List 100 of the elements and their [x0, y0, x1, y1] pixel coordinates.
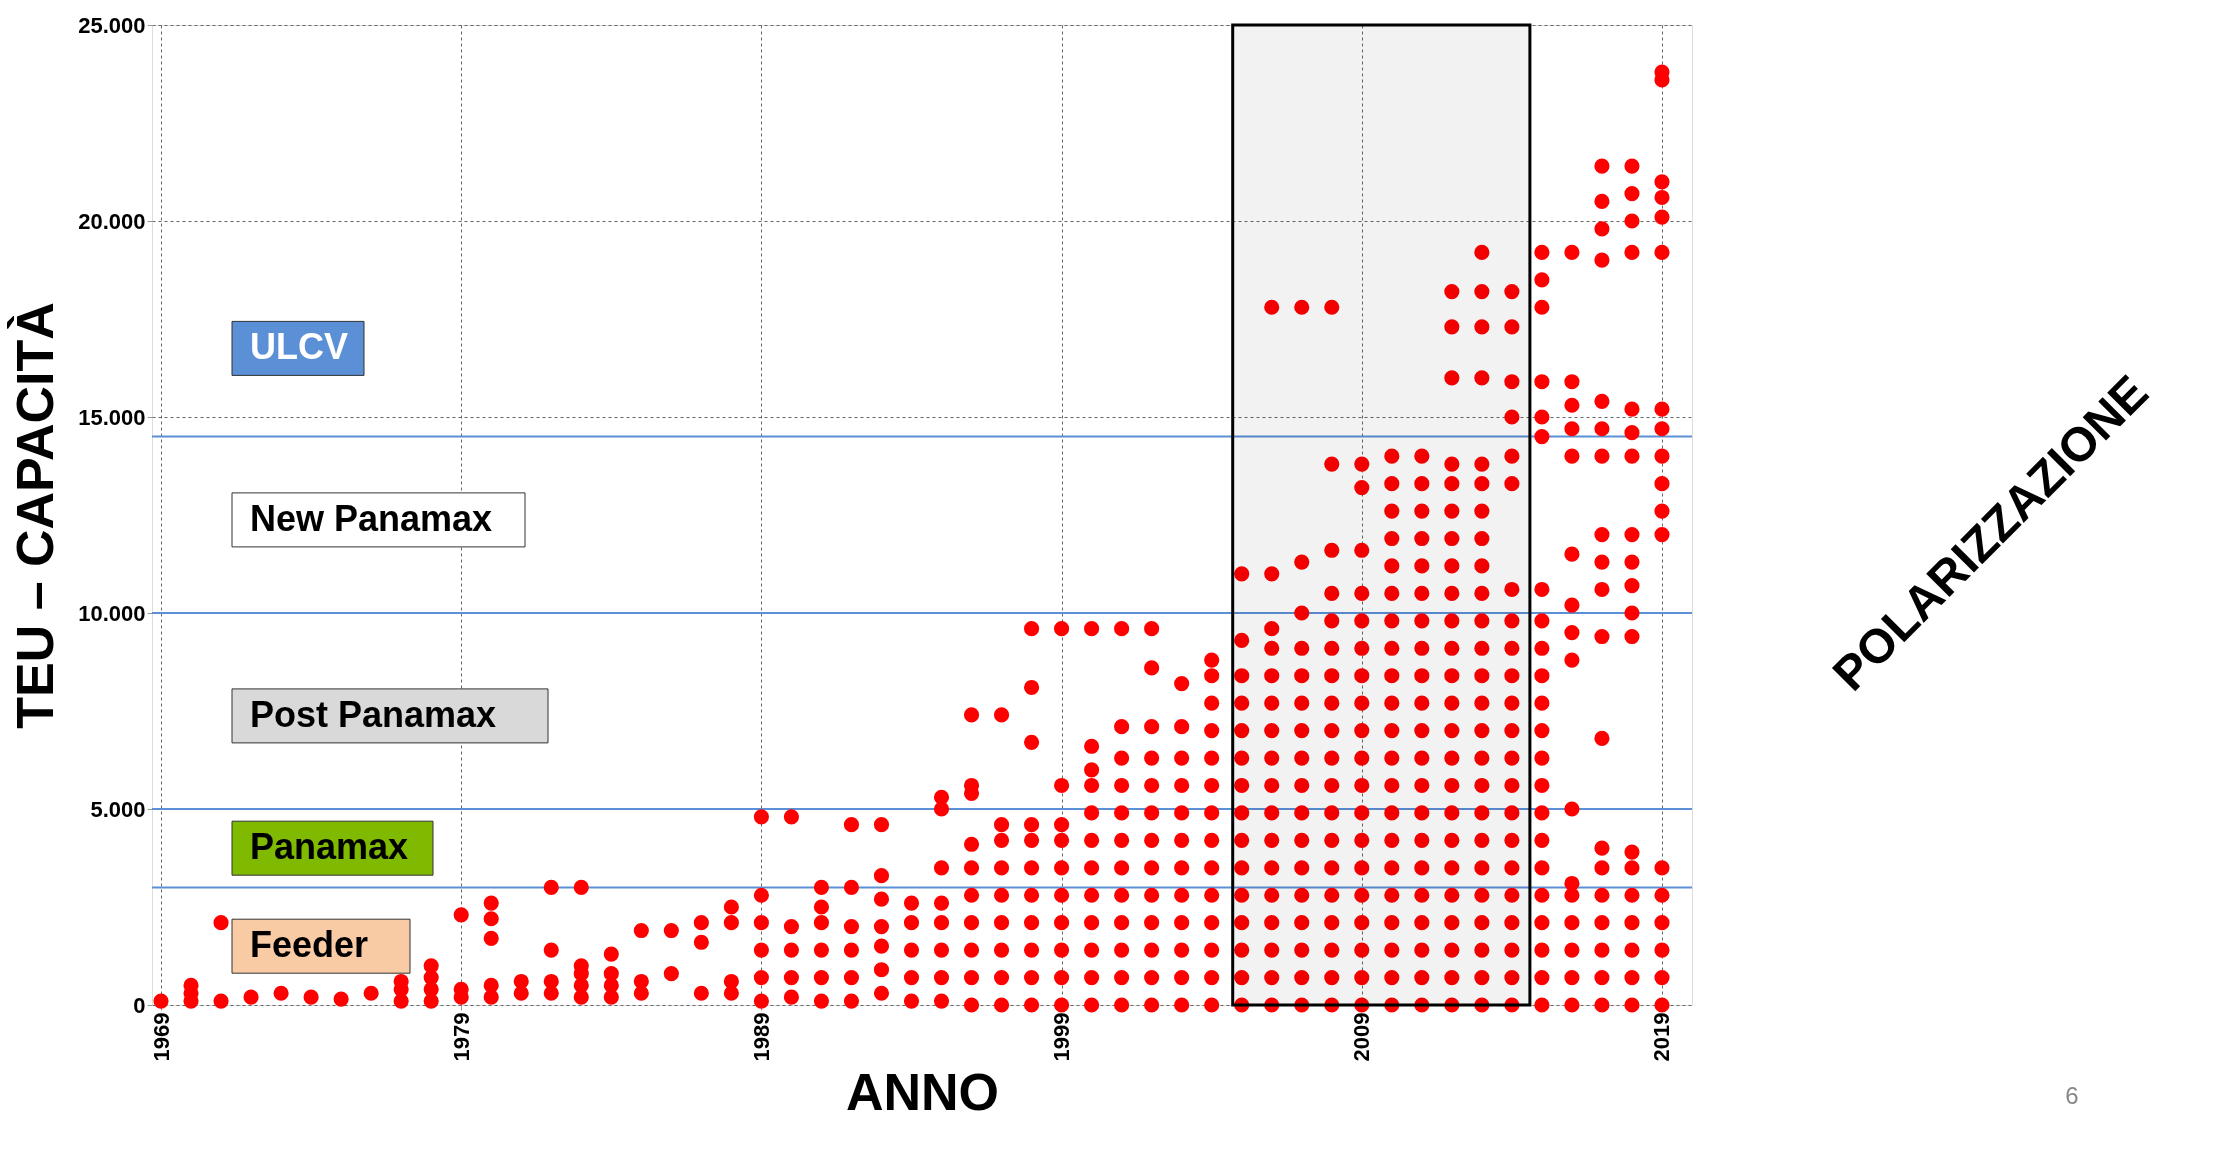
point [1594, 252, 1610, 268]
point [1594, 193, 1610, 209]
point [1534, 244, 1550, 260]
point [1444, 860, 1460, 876]
point [1444, 319, 1460, 335]
point [1324, 723, 1340, 739]
point [1594, 840, 1610, 856]
point [1504, 723, 1520, 739]
point [1023, 832, 1040, 848]
point [1444, 969, 1460, 986]
point [1474, 969, 1490, 986]
point [933, 860, 950, 876]
point [1534, 272, 1550, 288]
point [1114, 777, 1130, 794]
point [1264, 969, 1280, 986]
point [453, 907, 469, 923]
point [1084, 887, 1100, 903]
point [1444, 530, 1460, 547]
point [1204, 969, 1220, 986]
point [1444, 503, 1460, 519]
point [1444, 695, 1460, 711]
point [1294, 997, 1310, 1013]
point [1324, 695, 1340, 711]
point [1534, 805, 1550, 821]
point [1654, 887, 1670, 903]
point [1324, 832, 1340, 848]
point [1204, 887, 1220, 903]
point [1444, 476, 1460, 492]
point [1084, 762, 1100, 778]
point [1174, 860, 1190, 876]
point [1114, 860, 1130, 876]
point [1474, 668, 1490, 684]
point [843, 969, 860, 986]
point [1444, 283, 1460, 300]
point [1384, 503, 1400, 519]
point [1264, 942, 1280, 958]
point [1354, 887, 1370, 903]
point [813, 969, 830, 986]
point [1324, 777, 1340, 794]
x-tick-label: 1969 [148, 1012, 174, 1062]
point [1294, 299, 1310, 315]
point [1534, 299, 1550, 315]
point [1414, 723, 1430, 739]
point [1234, 632, 1250, 649]
point [1534, 723, 1550, 739]
point [1654, 448, 1670, 464]
point [1414, 530, 1430, 547]
point [963, 942, 980, 958]
point [483, 895, 499, 911]
point [1114, 942, 1130, 958]
point [1023, 942, 1040, 958]
point [753, 887, 769, 903]
point [1474, 860, 1490, 876]
point [1474, 613, 1490, 629]
point [1144, 887, 1160, 903]
point [1234, 860, 1250, 876]
point [963, 969, 980, 986]
point [813, 899, 830, 915]
point [1234, 832, 1250, 848]
point [1414, 860, 1430, 876]
point [1474, 777, 1490, 794]
point [1564, 546, 1580, 562]
point [1294, 723, 1310, 739]
point [1504, 374, 1520, 390]
point [1294, 777, 1310, 794]
point [1504, 283, 1520, 300]
point [1324, 860, 1340, 876]
point [1114, 832, 1130, 848]
point [1264, 887, 1280, 903]
point [543, 973, 559, 990]
point [963, 997, 980, 1013]
point [1504, 319, 1520, 335]
point [1023, 621, 1040, 637]
point [1384, 777, 1400, 794]
point [1594, 969, 1610, 986]
point [1294, 668, 1310, 684]
point [1504, 668, 1520, 684]
point [1594, 554, 1610, 570]
point [1534, 668, 1550, 684]
point [1444, 942, 1460, 958]
point [903, 915, 920, 931]
point [843, 879, 860, 895]
point [1504, 640, 1520, 656]
point [783, 942, 799, 958]
point [1594, 393, 1610, 409]
point [1444, 997, 1460, 1013]
point [933, 895, 950, 911]
point [1504, 581, 1520, 598]
point [1504, 860, 1520, 876]
point [783, 919, 799, 935]
point [1234, 887, 1250, 903]
point [1204, 750, 1220, 766]
point [1204, 652, 1220, 668]
point [1354, 613, 1370, 629]
point [1474, 723, 1490, 739]
point [1384, 997, 1400, 1013]
point [1174, 942, 1190, 958]
annotation: Post Panamax [250, 693, 497, 735]
point [1564, 801, 1580, 817]
point [1054, 860, 1070, 876]
